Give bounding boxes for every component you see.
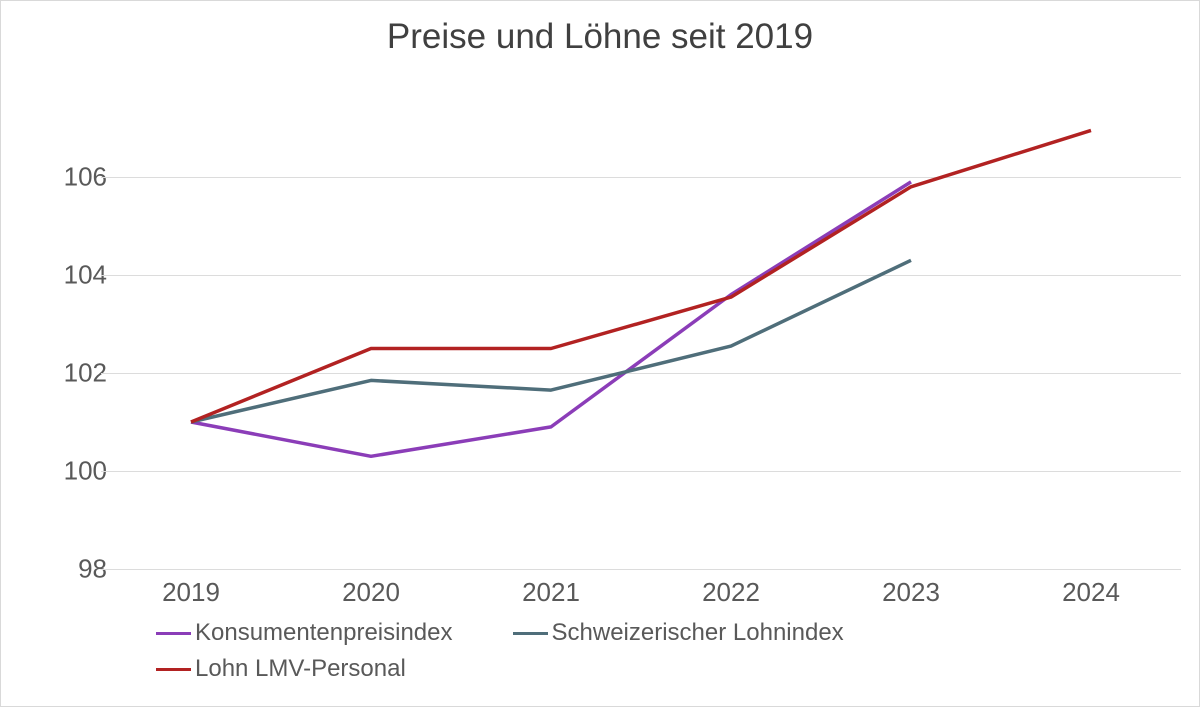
legend-label: Schweizerischer Lohnindex [552,619,844,647]
x-tick-label: 2023 [882,577,940,608]
legend-label: Lohn LMV-Personal [195,655,406,683]
plot-area [101,79,1181,569]
y-tick-label: 98 [47,554,107,585]
legend-swatch [156,632,191,635]
legend-swatch [156,668,191,671]
chart-lines [101,79,1181,569]
y-tick-label: 102 [47,358,107,389]
legend: Konsumentenpreisindex Schweizerischer Lo… [156,619,1146,691]
legend-swatch [513,632,548,635]
gridline [101,569,1181,570]
series-line [191,130,1091,422]
series-line [191,182,911,456]
legend-item: Schweizerischer Lohnindex [513,619,844,647]
legend-item: Lohn LMV-Personal [156,655,1086,683]
x-tick-label: 2024 [1062,577,1120,608]
legend-item: Konsumentenpreisindex [156,619,453,647]
x-tick-label: 2022 [702,577,760,608]
y-tick-label: 106 [47,162,107,193]
x-tick-label: 2021 [522,577,580,608]
x-tick-label: 2020 [342,577,400,608]
chart-container: Preise und Löhne seit 2019 98 100 102 10… [0,0,1200,707]
series-line [191,260,911,422]
chart-title: Preise und Löhne seit 2019 [1,1,1199,57]
y-tick-label: 104 [47,260,107,291]
x-tick-label: 2019 [162,577,220,608]
legend-label: Konsumentenpreisindex [195,619,453,647]
y-tick-label: 100 [47,456,107,487]
